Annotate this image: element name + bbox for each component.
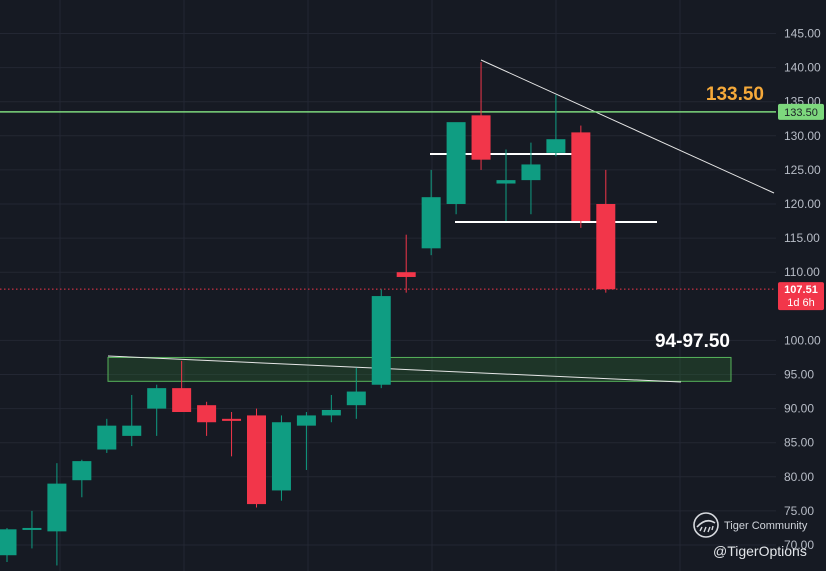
candle-body [97,425,117,450]
candle-body [172,388,192,413]
resistance-trendline [480,59,775,194]
resistance-annotation: 133.50 [706,84,764,105]
countdown-label: 1d 6h [787,297,815,309]
y-tick-label: 145.00 [784,27,821,41]
candle-body [22,527,42,530]
candle-body [396,272,416,277]
y-tick-label: 110.00 [784,265,820,279]
candle-body [271,422,291,491]
y-tick-label: 75.00 [784,504,814,518]
y-tick-label: 120.00 [784,197,821,211]
y-tick-label: 100.00 [784,333,821,347]
candle-body [496,180,516,184]
support-zone-annotation: 94-97.50 [655,331,730,352]
candle-body [122,425,142,436]
candle-body [371,296,391,385]
candle-body [247,415,266,505]
candle-body [0,529,17,556]
current-price-badge [778,282,824,311]
candle-body [222,418,242,421]
current-price-label: 107.51 [784,284,818,296]
level-badge-label: 133.50 [784,107,818,119]
zone-trendline [107,355,682,383]
candle-body [296,415,316,426]
watermark: Tiger Community @TigerOptions [693,512,808,559]
y-tick-label: 80.00 [784,470,814,484]
y-tick-label: 85.00 [784,436,814,450]
y-tick-label: 140.00 [784,61,821,75]
candle-body [346,391,366,406]
candle-body [321,409,341,416]
y-tick-label: 115.00 [784,231,820,245]
candle-body [571,132,591,222]
candle-body [197,405,217,423]
candle-body [421,197,441,249]
support-zone [107,356,732,382]
y-tick-label: 125.00 [784,163,821,177]
y-tick-label: 95.00 [784,368,814,382]
candle-body [47,483,67,532]
candle-body [546,139,566,153]
y-tick-label: 70.00 [784,538,814,552]
level-badge [778,103,824,120]
y-tick-label: 90.00 [784,402,814,416]
y-tick-label: 130.00 [784,129,821,143]
candle-body [147,388,167,409]
candle-body [521,164,541,181]
candle-body [72,461,92,481]
candle-body [471,115,491,160]
watermark-brand: Tiger Community [724,520,808,532]
candles [0,62,616,566]
candle-body [446,122,466,204]
candle-body [596,204,616,290]
tiger-logo-icon [693,512,719,538]
watermark-handle: @TigerOptions [713,543,807,559]
